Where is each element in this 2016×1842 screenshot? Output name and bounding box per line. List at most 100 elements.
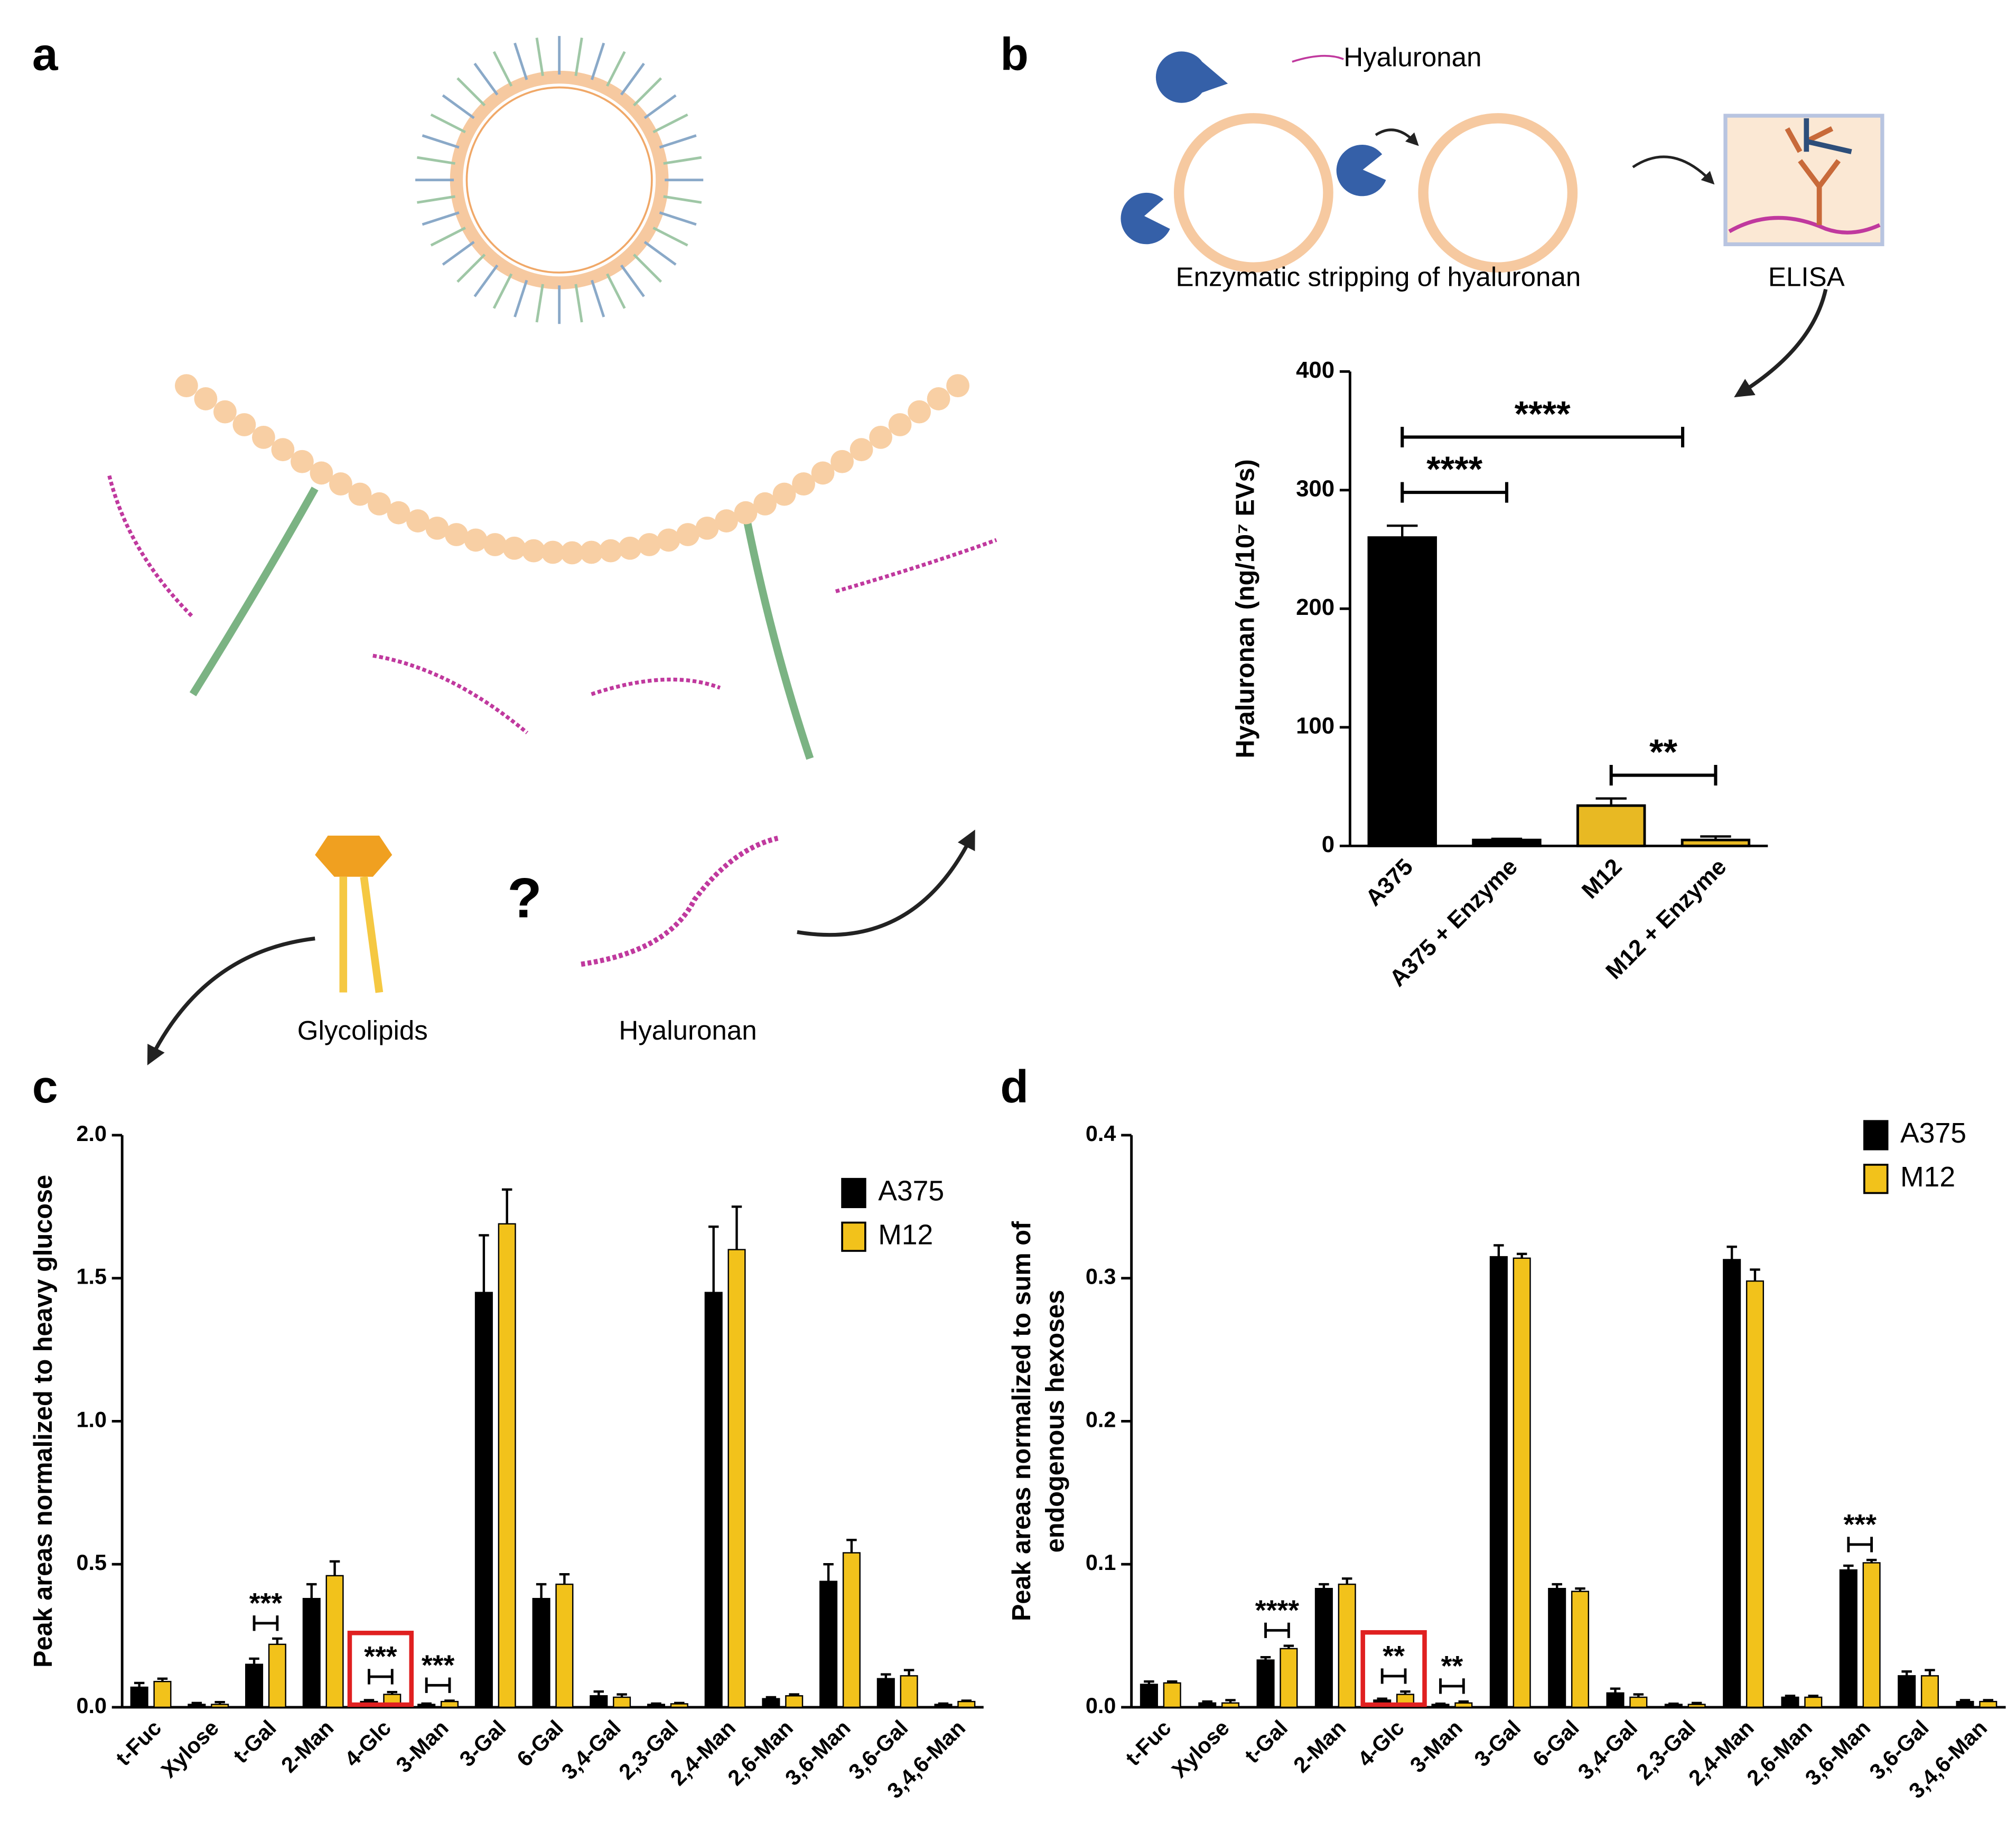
- bar: [1576, 804, 1646, 847]
- annotation: Hyaluronan: [619, 1015, 757, 1045]
- x-tick-label: 3,4-Gal: [557, 1716, 626, 1784]
- bar: [1454, 1702, 1473, 1708]
- bar: [613, 1696, 631, 1708]
- annotation: Enzymatic stripping of hyaluronan: [1175, 262, 1581, 292]
- y-tick-label: 0.1: [1086, 1550, 1116, 1575]
- bar: [1804, 1696, 1823, 1708]
- bar: [819, 1581, 838, 1708]
- lipid-head: [753, 492, 777, 516]
- bar: [325, 1575, 344, 1708]
- error-bar: [1319, 1583, 1329, 1589]
- x-tick-label: t-Fuc: [111, 1716, 166, 1771]
- lipid-head: [830, 450, 854, 473]
- antibody: [1804, 118, 1852, 154]
- lipid-head: [946, 374, 969, 398]
- bar: [1548, 1587, 1566, 1708]
- glycan: [606, 273, 626, 309]
- error-bar: [1808, 1695, 1819, 1697]
- y-tick-label: 0.0: [1086, 1694, 1116, 1718]
- glycan: [620, 62, 645, 96]
- y-tick-label: 0.5: [76, 1550, 107, 1575]
- glycolipid-tail: [339, 876, 384, 993]
- bar: [268, 1643, 286, 1708]
- error-bar: [501, 1188, 512, 1224]
- y-axis-label: Hyaluronan (ng/10⁷ EVs): [1231, 459, 1260, 758]
- bar: [900, 1675, 918, 1708]
- legend-swatch: [841, 1177, 866, 1209]
- x-tick-label: Xylose: [156, 1716, 223, 1783]
- lipid-head: [464, 528, 488, 552]
- x-tick-label: 3-Gal: [455, 1716, 511, 1772]
- enzyme: [1155, 51, 1228, 103]
- error-bar: [1726, 1245, 1737, 1260]
- lipid-head: [425, 516, 449, 540]
- y-tick-label: 200: [1296, 594, 1334, 620]
- glycan: [659, 211, 697, 226]
- lipid-head: [638, 533, 661, 556]
- bar: [727, 1249, 746, 1708]
- error-bar: [306, 1583, 317, 1599]
- antibody: [1785, 126, 1841, 225]
- annotation: Hyaluronan: [1343, 42, 1481, 72]
- error-bar: [938, 1702, 949, 1705]
- error-bar: [789, 1693, 799, 1696]
- bar: [1571, 1591, 1590, 1708]
- error-bar: [1341, 1577, 1352, 1585]
- glycan: [643, 241, 677, 266]
- error-bar: [846, 1538, 857, 1553]
- y-tick-label: 1.0: [76, 1407, 107, 1432]
- legend-label: M12: [878, 1219, 933, 1250]
- bar: [1979, 1700, 1998, 1708]
- arrow: [1632, 155, 1715, 185]
- legend-label: A375: [1900, 1118, 1966, 1149]
- bar: [704, 1292, 723, 1708]
- error-bar: [961, 1699, 972, 1702]
- error-bar: [1458, 1700, 1469, 1703]
- bar: [1280, 1648, 1298, 1708]
- error-bar: [1400, 1690, 1411, 1695]
- bar: [498, 1223, 516, 1708]
- significance-bracket: [1264, 1622, 1290, 1638]
- lipid-head: [657, 528, 680, 552]
- y-tick-label: 400: [1296, 357, 1334, 383]
- significance-label: ****: [1255, 1595, 1299, 1626]
- error-bar: [881, 1673, 891, 1679]
- error-bar: [1866, 1558, 1877, 1563]
- glycan: [574, 38, 583, 77]
- significance-bracket: [1439, 1678, 1465, 1694]
- legend-swatch: [1863, 1120, 1889, 1151]
- lipid-head: [695, 516, 719, 540]
- y-axis-label: endogenous hexoses: [1041, 1290, 1069, 1553]
- legend-swatch: [1863, 1164, 1889, 1194]
- error-bar: [191, 1701, 202, 1705]
- bar: [1367, 536, 1437, 847]
- error-bar: [1750, 1268, 1760, 1282]
- lipid-head: [792, 472, 815, 495]
- error-bar: [1166, 1680, 1178, 1683]
- legend-label: M12: [1900, 1162, 1955, 1193]
- lipid-head: [927, 387, 950, 410]
- error-bar: [1700, 835, 1731, 840]
- bar: [474, 1292, 493, 1708]
- bar: [1606, 1692, 1625, 1708]
- annotation: ELISA: [1768, 262, 1845, 292]
- glycan: [417, 195, 455, 204]
- arrow: [1375, 128, 1419, 146]
- error-bar: [617, 1693, 627, 1697]
- glycolipid-head: [315, 835, 393, 877]
- bar: [1920, 1675, 1939, 1708]
- legend-swatch: [841, 1221, 866, 1252]
- bar: [532, 1597, 550, 1708]
- error-bar: [1925, 1669, 1935, 1676]
- error-bar: [329, 1560, 340, 1576]
- error-bar: [1959, 1699, 1971, 1702]
- error-bar: [651, 1702, 661, 1705]
- error-bar: [559, 1573, 570, 1585]
- lipid-head: [232, 413, 256, 436]
- annotation: ?: [507, 866, 542, 930]
- significance-bracket: [1380, 1668, 1407, 1684]
- x-tick-label: 2,6-Man: [1742, 1716, 1817, 1790]
- bar: [1956, 1700, 1974, 1708]
- error-bar: [1387, 525, 1418, 538]
